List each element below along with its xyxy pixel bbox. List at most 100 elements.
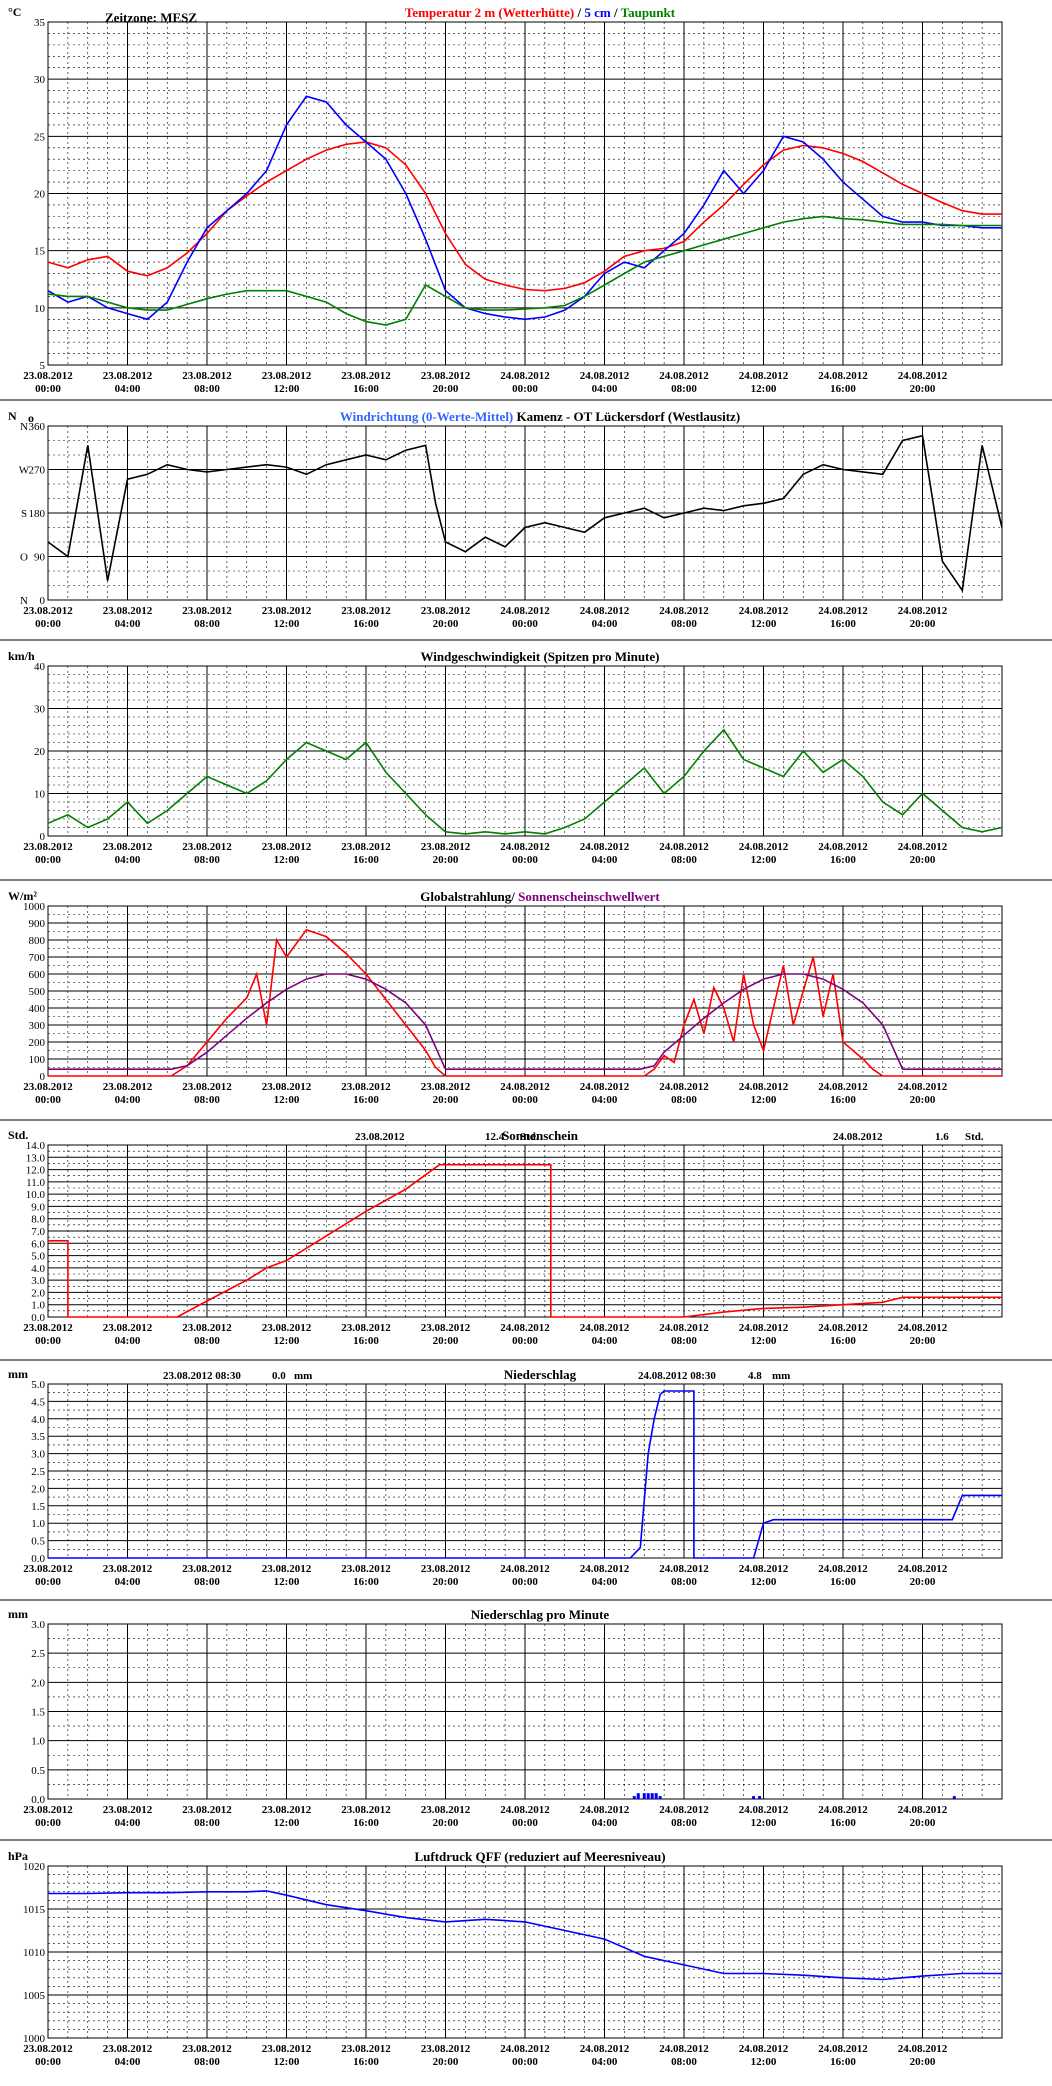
x-tick-date: 24.08.2012	[580, 605, 630, 617]
x-tick-date: 24.08.2012	[739, 2043, 789, 2055]
y-tick-label: 1.5	[31, 1501, 45, 1513]
y-tick-label: 600	[29, 969, 46, 981]
x-tick-date: 24.08.2012	[659, 2043, 709, 2055]
precip-bar	[632, 1796, 636, 1799]
precip-bar	[758, 1796, 762, 1799]
x-tick-time: 00:00	[512, 1817, 538, 1829]
chart-title: Windgeschwindigkeit (Spitzen pro Minute)	[421, 649, 660, 664]
x-tick-date: 24.08.2012	[898, 1563, 948, 1575]
x-tick-date: 23.08.2012	[23, 605, 73, 617]
x-tick-date: 23.08.2012	[182, 1563, 232, 1575]
x-tick-time: 04:00	[592, 1817, 618, 1829]
y-tick-label: 270	[29, 465, 46, 477]
x-tick-time: 16:00	[830, 1576, 856, 1588]
y-tick-label: 180	[29, 508, 46, 520]
x-tick-time: 04:00	[115, 1817, 141, 1829]
x-tick-time: 04:00	[115, 1335, 141, 1347]
x-tick-time: 08:00	[194, 1817, 220, 1829]
x-tick-date: 23.08.2012	[103, 1563, 153, 1575]
info-value: 0.0	[272, 1370, 286, 1382]
x-tick-time: 08:00	[671, 854, 697, 866]
x-tick-time: 00:00	[35, 383, 61, 395]
x-tick-time: 00:00	[35, 618, 61, 630]
chart-title: Niederschlag	[504, 1367, 577, 1382]
info-date: 24.08.2012	[833, 1131, 883, 1143]
y-tick-label: 10.0	[26, 1189, 46, 1201]
precip-bar	[642, 1793, 646, 1799]
y-tick-label: 1000	[23, 901, 46, 913]
y-tick-label: 0.0	[31, 1312, 45, 1324]
y-tick-label: 100	[29, 1054, 46, 1066]
y-tick-label: 1015	[23, 1904, 46, 1916]
x-tick-date: 24.08.2012	[818, 2043, 868, 2055]
x-tick-time: 12:00	[751, 618, 777, 630]
x-tick-time: 20:00	[433, 618, 459, 630]
series-line-3	[47, 215, 1002, 326]
x-tick-time: 08:00	[671, 1094, 697, 1106]
series-line-2	[47, 95, 1002, 321]
x-tick-date: 23.08.2012	[23, 2043, 73, 2055]
y-unit-label: W/m²	[8, 889, 37, 903]
y-tick-label: 2.0	[31, 1287, 45, 1299]
x-tick-date: 23.08.2012	[103, 1322, 153, 1334]
x-tick-date: 23.08.2012	[262, 2043, 312, 2055]
y-tick-label: 5.0	[31, 1379, 45, 1391]
chart-title: Niederschlag pro Minute	[471, 1607, 610, 1622]
x-tick-time: 08:00	[671, 1817, 697, 1829]
y-unit-label: N	[8, 409, 17, 423]
title-part: 5 cm	[584, 5, 614, 20]
x-tick-date: 23.08.2012	[23, 1804, 73, 1816]
y-tick-label: 1010	[23, 1947, 46, 1959]
x-tick-time: 20:00	[910, 2056, 936, 2068]
x-tick-time: 08:00	[194, 383, 220, 395]
x-tick-time: 20:00	[433, 854, 459, 866]
x-tick-date: 24.08.2012	[500, 841, 550, 853]
y-tick-label: 1.0	[31, 1300, 45, 1312]
y-tick-label: 12.0	[26, 1165, 46, 1177]
x-tick-time: 08:00	[671, 383, 697, 395]
x-tick-time: 04:00	[115, 1094, 141, 1106]
y-letter-label: N	[20, 421, 28, 433]
x-tick-time: 16:00	[830, 1094, 856, 1106]
y-tick-label: 0	[40, 1071, 46, 1083]
info-value: 1.6	[935, 1131, 949, 1143]
x-tick-date: 23.08.2012	[103, 2043, 153, 2055]
y-tick-label: 1000	[23, 2033, 46, 2045]
x-tick-date: 23.08.2012	[341, 841, 391, 853]
x-tick-date: 24.08.2012	[580, 1081, 630, 1093]
y-tick-label: 25	[34, 131, 46, 143]
plot-frame	[47, 1144, 1003, 1318]
precip-bar	[952, 1796, 956, 1799]
x-tick-date: 24.08.2012	[659, 1563, 709, 1575]
x-tick-time: 12:00	[274, 383, 300, 395]
x-tick-time: 12:00	[751, 854, 777, 866]
x-tick-time: 04:00	[592, 1576, 618, 1588]
info-datetime: 24.08.2012 08:30	[638, 1370, 716, 1382]
x-tick-time: 20:00	[910, 1576, 936, 1588]
y-tick-label: 4.0	[31, 1263, 45, 1275]
series-line-1	[48, 1890, 1002, 1981]
y-tick-label: 2.5	[31, 1648, 45, 1660]
y-unit-label: mm	[8, 1607, 28, 1621]
chart-title: Sonnenschein	[502, 1128, 579, 1143]
precip-bar	[658, 1796, 662, 1799]
x-tick-date: 24.08.2012	[818, 1804, 868, 1816]
x-tick-time: 20:00	[433, 1335, 459, 1347]
x-tick-date: 24.08.2012	[580, 370, 630, 382]
x-tick-time: 00:00	[35, 1094, 61, 1106]
y-tick-label: 20	[34, 746, 46, 758]
x-tick-date: 24.08.2012	[500, 1804, 550, 1816]
x-tick-time: 20:00	[433, 383, 459, 395]
series-line-1	[47, 434, 1003, 593]
y-unit-label: mm	[8, 1367, 28, 1381]
plot-frame	[47, 665, 1003, 837]
x-tick-time: 20:00	[433, 1576, 459, 1588]
x-tick-time: 16:00	[830, 2056, 856, 2068]
x-tick-time: 20:00	[910, 1094, 936, 1106]
series-line-1	[47, 141, 1002, 292]
x-tick-time: 04:00	[115, 2056, 141, 2068]
x-tick-time: 16:00	[830, 618, 856, 630]
x-tick-time: 08:00	[194, 1576, 220, 1588]
